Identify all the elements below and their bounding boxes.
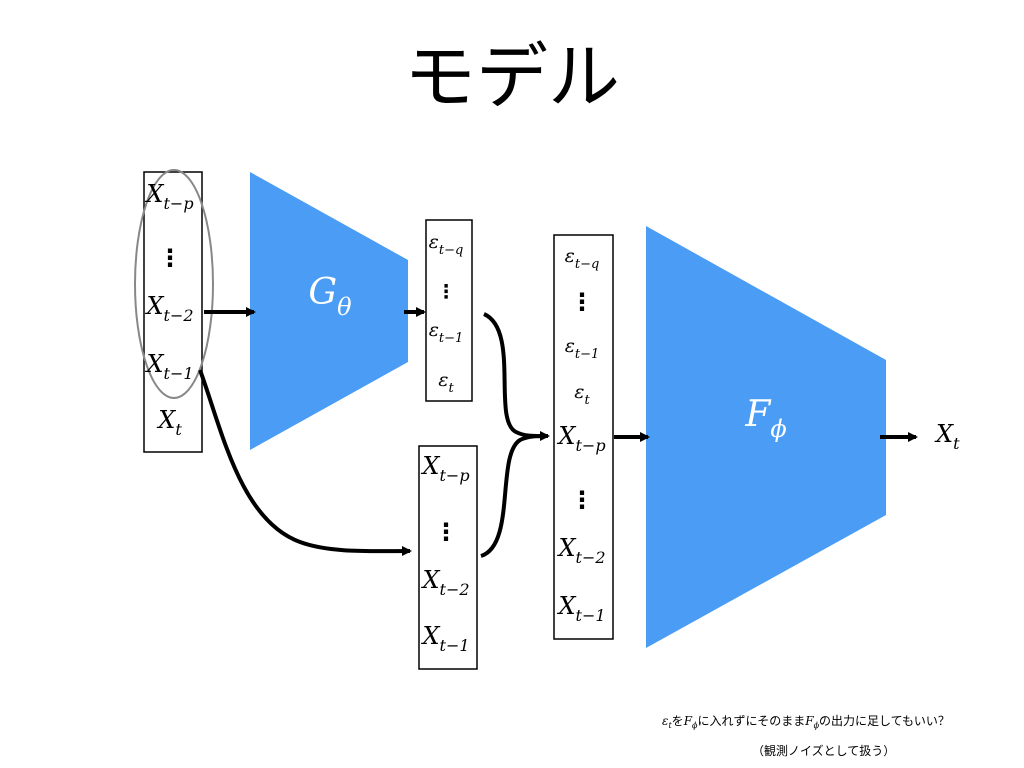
lag-column-box [418, 445, 478, 670]
encoder-label: Gθ [308, 272, 352, 321]
note-F-sub: ϕ [692, 721, 698, 731]
arrow-epsilon-to-combined [482, 312, 550, 442]
combined-term-5: ⋮ [570, 486, 594, 514]
lag-term-1: ⋮ [434, 518, 458, 546]
epsilon-term-2: εt−1 [429, 319, 464, 346]
note-F2: F [805, 714, 814, 728]
note-text-b: に入れずにそのまま [697, 714, 806, 728]
combined-column-box [553, 234, 614, 640]
note-eps: ε [662, 714, 669, 728]
decoder-label: Fϕ [744, 394, 786, 443]
output-label: Xt [934, 420, 960, 453]
input-term-1: ⋮ [158, 244, 182, 272]
combined-term-0: εt−q [565, 245, 600, 272]
lag-term-2: Xt−2 [420, 566, 469, 599]
input-column-box [143, 171, 203, 453]
note-eps-sub: t [668, 721, 672, 731]
note-line-2: （観測ノイズとして扱う） [752, 744, 896, 758]
arrow-input-to-lags [198, 369, 412, 557]
epsilon-term-0: εt−q [429, 231, 464, 258]
combined-term-4: Xt−p [556, 422, 605, 455]
note-F2-sub: ϕ [813, 721, 820, 731]
note-text-a: を [671, 714, 684, 728]
note-text-c: の出力に足してもいい？ [819, 714, 950, 728]
input-term-4: Xt [156, 406, 182, 439]
encoder-shape [250, 172, 408, 450]
lag-term-0: Xt−p [420, 452, 469, 485]
note-F: F [683, 714, 693, 728]
label-layer: Xt−p ⋮ Xt−2 Xt−1 Xt εt−q ⋮ εt−1 εt Xt−p ⋮ Xt−2 Xt−1 ε… [144, 180, 960, 655]
epsilon-column-box [425, 219, 473, 402]
input-term-2: Xt−2 [144, 292, 193, 325]
lag-term-3: Xt−1 [420, 622, 469, 655]
combined-term-1: ⋮ [570, 288, 594, 316]
arrow-lags-to-combined [480, 434, 549, 558]
combined-term-6: Xt−2 [556, 534, 605, 567]
epsilon-term-3: εt [438, 369, 454, 396]
note-line-1: εtをFϕに入れずにそのままFϕの出力に足してもいい？ [662, 712, 950, 731]
input-term-3: Xt−1 [144, 350, 193, 383]
combined-term-7: Xt−1 [556, 592, 605, 625]
input-term-0: Xt−p [144, 180, 193, 213]
combined-term-2: εt−1 [565, 335, 600, 362]
combined-term-3: εt [574, 381, 590, 408]
decoder-shape [646, 226, 886, 648]
slide-title: モデル [403, 35, 620, 119]
selection-ellipse [134, 169, 214, 399]
epsilon-term-1: ⋮ [437, 281, 456, 303]
